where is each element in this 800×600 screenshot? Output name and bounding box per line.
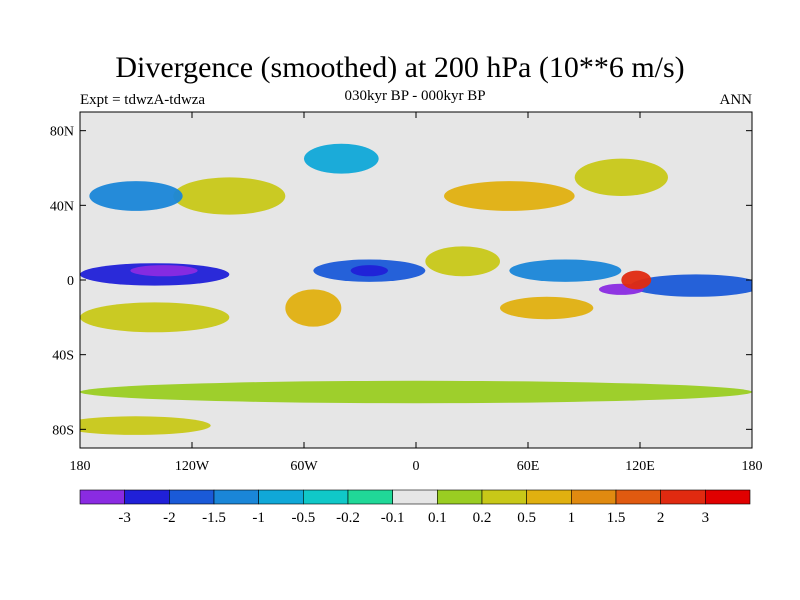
field-south-pacific-divergence [80,302,230,333]
colorbar-label: -3 [118,510,131,526]
field-southern-ocean-band [80,380,752,404]
colorbar-swatch [615,489,661,505]
colorbar-swatch [79,489,125,505]
field-south-indian-divergence [500,296,594,320]
colorbar-swatch [526,489,572,505]
colorbar-label: 3 [702,510,710,526]
colorbar-swatch [660,489,706,505]
field-north-america-divergence [173,177,286,215]
colorbar-label: -0.5 [291,510,315,526]
colorbar-label: 2 [657,510,665,526]
colorbar-swatch [571,489,617,505]
field-indian-ocean-convergence [509,259,622,282]
colorbar-label: -2 [163,510,176,526]
field-north-pacific-convergence [89,181,183,211]
field-pacific-convergence-core [130,265,198,277]
field-greenland-convergence [304,143,379,174]
lon-tick-label: 0 [413,459,420,474]
field-maritime-divergence [621,270,652,290]
colorbar-swatch [481,489,527,505]
colorbar-label: 1 [568,510,576,526]
field-antarctic-edge [80,416,211,435]
lon-tick-label: 180 [70,459,91,474]
lon-tick-label: 120E [625,459,655,474]
colorbar-label: 1.5 [607,510,626,526]
lat-tick-label: 80N [50,125,74,140]
colorbar-swatch [392,489,438,505]
colorbar-label: 0.5 [517,510,536,526]
colorbar-label: -1 [252,510,265,526]
experiment-label: Expt = tdwzA-tdwza [80,92,206,108]
field-maritime-continent-convergence [630,274,752,297]
lon-tick-label: 60W [290,459,318,474]
lat-tick-label: 80S [52,423,74,438]
chart-title: Divergence (smoothed) at 200 hPa (10**6 … [115,51,685,84]
period-label: 030kyr BP - 000kyr BP [344,88,486,104]
field-africa-divergence [425,246,500,277]
colorbar-swatch [303,489,349,505]
map-field [80,143,752,435]
lon-tick-label: 120W [175,459,210,474]
colorbar-swatch [437,489,483,505]
field-atlantic-convergence-core [350,265,389,277]
field-east-asia-divergence [574,158,668,196]
colorbar-label: 0.2 [473,510,492,526]
colorbar-swatch [347,489,393,505]
colorbar-label: 0.1 [428,510,447,526]
colorbar-swatch [213,489,259,505]
lat-tick-label: 40S [52,349,74,364]
field-eurasia-divergence [444,181,575,211]
season-label: ANN [719,92,753,108]
colorbar-swatch [705,489,751,505]
colorbar-label: -1.5 [202,510,226,526]
lat-tick-label: 0 [67,274,74,289]
colorbar-label: -0.2 [336,510,360,526]
colorbar-swatch [258,489,304,505]
lat-tick-label: 40N [50,199,74,214]
colorbar-label: -0.1 [381,510,405,526]
lon-tick-label: 180 [742,459,763,474]
field-south-america-divergence [285,289,342,327]
colorbar-swatch [169,489,215,505]
lon-tick-label: 60E [517,459,540,474]
colorbar-swatch [124,489,170,505]
